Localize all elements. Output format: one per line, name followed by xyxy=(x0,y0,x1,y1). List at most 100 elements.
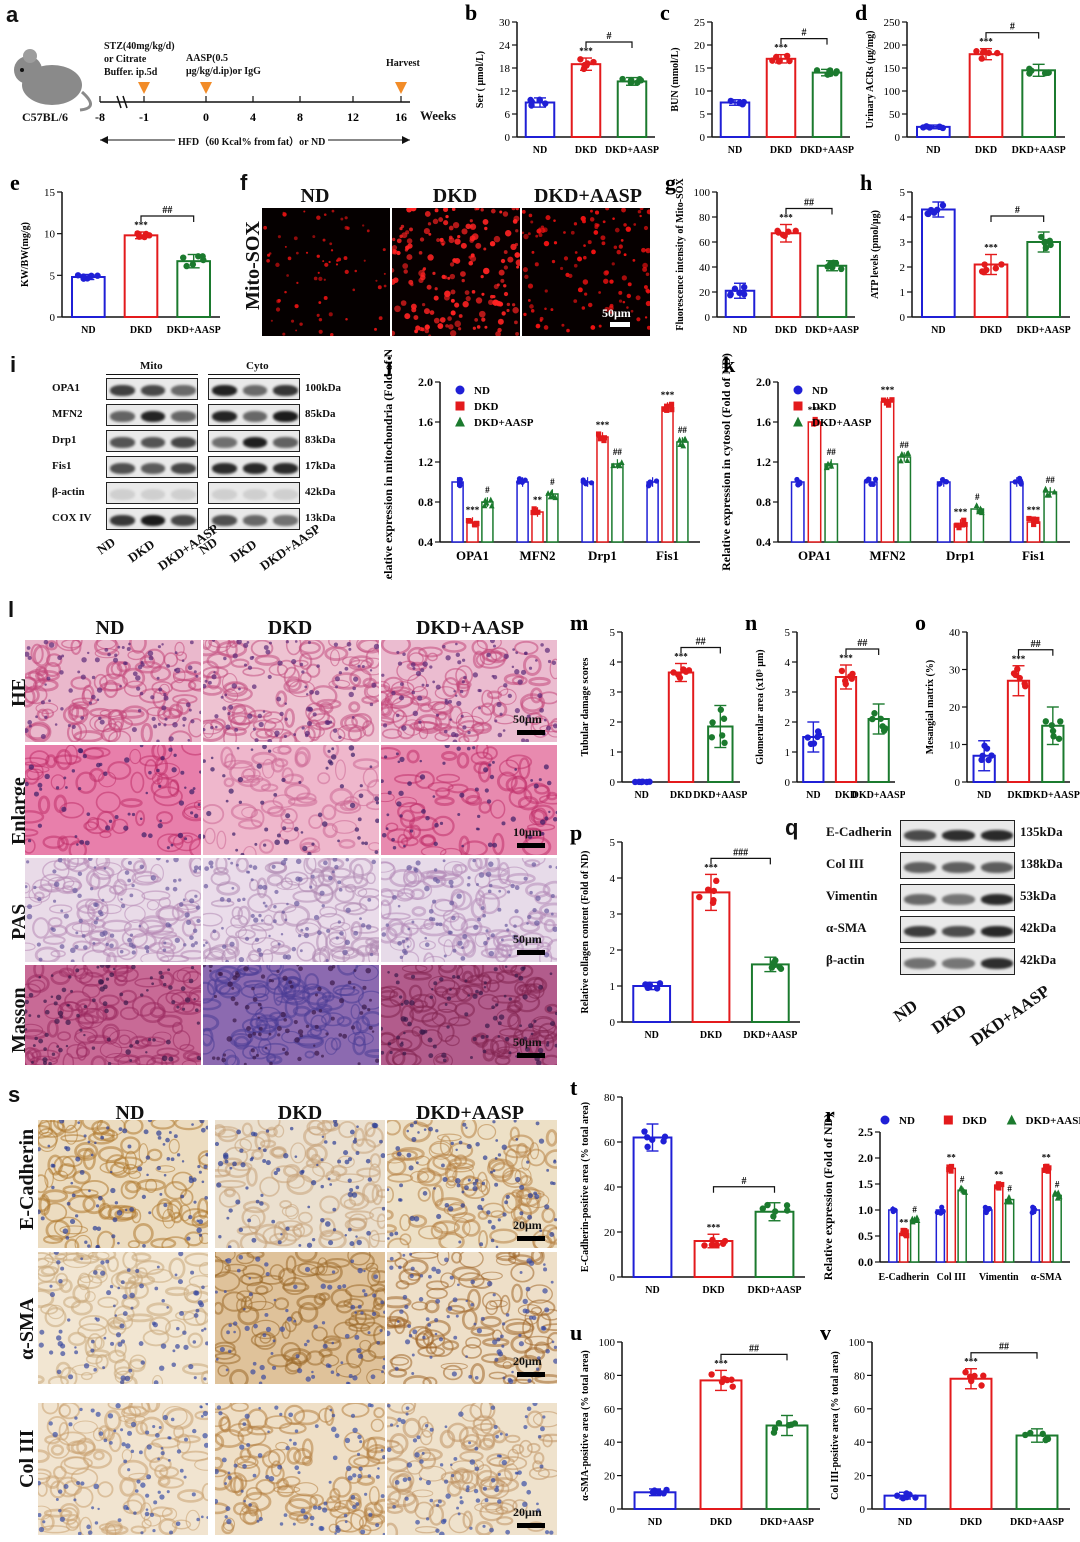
scale-bar-label: 50μm xyxy=(602,306,631,321)
data-point xyxy=(1012,672,1018,678)
harvest-marker-icon xyxy=(395,82,407,94)
bracket-label: ## xyxy=(857,638,867,649)
y-tick-label: 20 xyxy=(699,287,711,299)
panel-letter: d xyxy=(855,0,867,25)
x-tick-label: ND xyxy=(648,1517,662,1528)
data-point xyxy=(532,506,537,511)
significance-label: *** xyxy=(1027,505,1041,515)
data-point xyxy=(457,483,462,488)
comparison-bracket xyxy=(141,216,194,222)
legend-label: DKD xyxy=(474,401,499,413)
significance-label: # xyxy=(975,492,980,502)
data-point xyxy=(708,1371,714,1377)
data-point xyxy=(1057,718,1063,724)
micrograph-col3-dkd-aasp: 20μm xyxy=(387,1403,557,1535)
significance-label: ** xyxy=(1042,1153,1052,1163)
y-axis-label: Fluorescence intensity of Mito-SOX xyxy=(675,178,686,331)
blot-band xyxy=(904,926,936,937)
blot-band xyxy=(141,515,166,526)
y-tick-label: 0.4 xyxy=(756,535,771,549)
blot-band xyxy=(243,437,268,448)
data-point xyxy=(974,502,980,508)
data-point xyxy=(786,1422,792,1428)
data-point xyxy=(894,1492,900,1498)
y-tick-label: 250 xyxy=(884,17,901,29)
micrograph-ecadherin-dkd-aasp: 20μm xyxy=(387,1120,557,1248)
micrograph-masson-dkd xyxy=(203,965,379,1065)
data-point xyxy=(1031,516,1036,521)
blot-band xyxy=(273,437,298,448)
column-label-nd: ND xyxy=(60,617,160,640)
data-point xyxy=(924,210,930,216)
bar xyxy=(881,402,893,542)
blot-band xyxy=(904,862,936,873)
data-point xyxy=(764,1202,770,1208)
comparison-bracket xyxy=(991,216,1044,222)
bar xyxy=(721,103,750,138)
x-tick-label: Drp1 xyxy=(946,548,975,563)
significance-label: *** xyxy=(808,405,822,415)
blot-strip xyxy=(106,508,198,530)
legend-label: ND xyxy=(812,385,828,397)
x-tick-label: DKD+AASP xyxy=(1017,325,1071,336)
data-point xyxy=(842,678,848,684)
hfd-text: HFD（60 Kcal% from fat）or ND xyxy=(175,133,328,148)
data-point xyxy=(941,1209,946,1214)
y-tick-label: 0 xyxy=(955,777,961,789)
data-point xyxy=(878,716,884,722)
micrograph-ecadherin-dkd xyxy=(215,1120,385,1248)
data-point xyxy=(839,668,845,674)
size-label: 53kDa xyxy=(1020,888,1056,904)
data-point xyxy=(1007,1115,1017,1125)
y-tick-label: 30 xyxy=(499,17,511,29)
y-tick-label: 3 xyxy=(610,909,616,921)
data-point xyxy=(774,228,780,234)
x-tick-label: DKD+AASP xyxy=(1010,1517,1064,1528)
bar xyxy=(634,1138,672,1278)
data-point xyxy=(833,68,839,74)
blot-band xyxy=(243,411,268,422)
blot-band xyxy=(141,385,166,396)
mouse-icon xyxy=(14,49,91,110)
data-point xyxy=(721,740,727,746)
data-point xyxy=(1031,1209,1036,1214)
y-axis-label: Relative expression in cytosol (Fold of … xyxy=(719,353,733,571)
micrograph-enlarge-nd xyxy=(25,745,201,855)
y-tick-label: 40 xyxy=(604,1437,616,1449)
scale-bar-label: 10μm xyxy=(513,825,542,840)
data-point xyxy=(195,253,201,259)
data-point xyxy=(903,1490,909,1496)
bar xyxy=(572,64,601,137)
x-tick-label: DKD+AASP xyxy=(1012,145,1066,156)
timeline-tick-label: 4 xyxy=(250,110,256,124)
y-tick-label: 60 xyxy=(699,237,711,249)
data-point xyxy=(520,480,525,485)
y-tick-label: 200 xyxy=(884,40,901,52)
bracket-label: # xyxy=(1015,205,1020,216)
significance-label: ## xyxy=(827,447,837,457)
data-point xyxy=(1050,733,1056,739)
data-point xyxy=(776,1420,782,1426)
significance-label: ** xyxy=(899,1218,909,1228)
bracket-label: ## xyxy=(1031,639,1041,650)
x-tick-label: DKD+AASP xyxy=(1026,790,1080,801)
data-point xyxy=(669,402,674,407)
data-point xyxy=(838,266,844,272)
data-point xyxy=(890,1207,895,1212)
significance-label: # xyxy=(485,485,490,495)
y-tick-label: 4 xyxy=(610,873,616,885)
data-point xyxy=(466,518,471,523)
blot-strip xyxy=(106,430,198,452)
data-point xyxy=(456,386,465,395)
data-point xyxy=(1028,67,1034,73)
data-point xyxy=(134,230,140,236)
data-point xyxy=(528,102,534,108)
data-point xyxy=(771,1429,777,1435)
x-tick-label: DKD xyxy=(130,325,152,336)
panel-letter: q xyxy=(785,815,798,841)
data-point xyxy=(718,707,724,713)
blot-band xyxy=(171,411,196,422)
bar xyxy=(825,464,837,542)
